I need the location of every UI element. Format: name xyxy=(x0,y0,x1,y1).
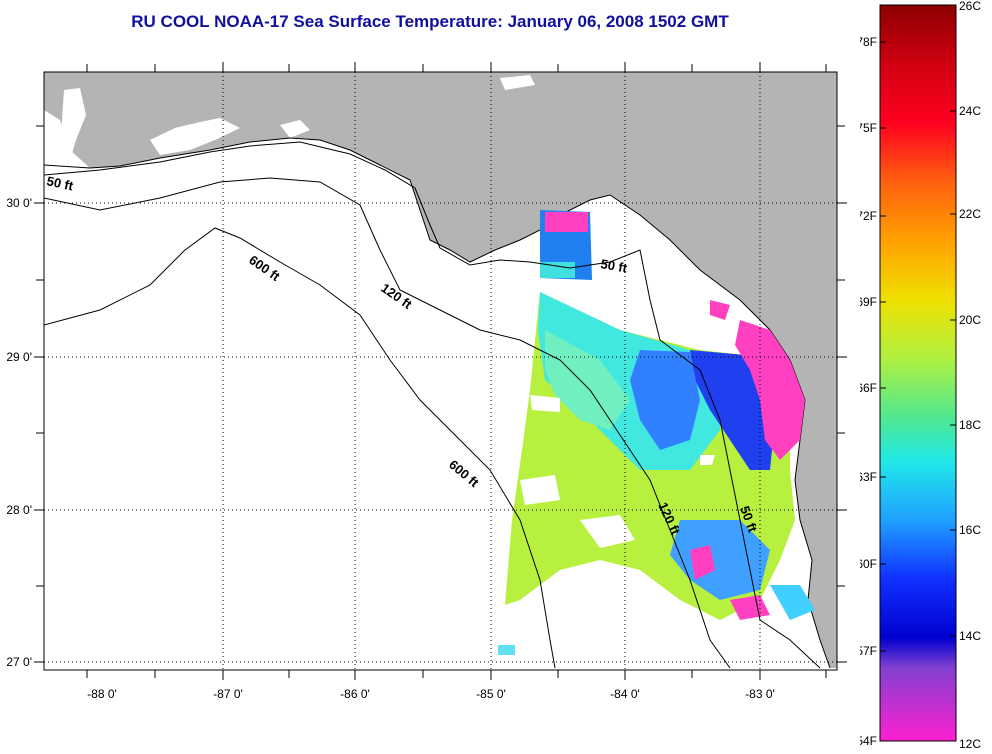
colorbar-f-label: 57F xyxy=(860,644,877,658)
colorbar-f-label: 54F xyxy=(860,734,877,748)
colorbar-f-label: 66F xyxy=(860,381,877,395)
lon-tick-label: -87 0' xyxy=(213,687,243,701)
sst-map: -88 0' -87 0' -86 0' -85 0' -84 0' -83 0… xyxy=(6,62,847,701)
bay-lake xyxy=(500,75,535,90)
colorbar-f-label: 69F xyxy=(860,295,877,309)
contour-600ft xyxy=(44,227,556,669)
bay-east xyxy=(280,120,310,138)
lat-tick-label: 28 0' xyxy=(6,503,32,517)
lat-tick-label: 29 0' xyxy=(6,350,32,364)
colorbar-c-label: 16C xyxy=(959,523,981,537)
colorbar-f-label: 63F xyxy=(860,470,877,484)
lat-tick-label: 27 0' xyxy=(6,655,32,669)
contour-120ft xyxy=(44,177,731,669)
lat-tick-label: 30 0' xyxy=(6,196,32,210)
colorbar-gradient xyxy=(879,4,957,742)
colorbar-c-label: 18C xyxy=(959,418,981,432)
grid xyxy=(44,72,837,670)
colorbar-c-label: 22C xyxy=(959,207,981,221)
colorbar-c-label: 12C xyxy=(959,737,981,751)
colorbar: 78F 75F 72F 69F 66F 63F 60F 57F 54F 26C … xyxy=(860,0,981,751)
colorbar-f-label: 75F xyxy=(860,121,877,135)
land-mass xyxy=(44,72,837,668)
sst-swath xyxy=(498,210,815,655)
contour-label-50ft: 50 ft xyxy=(45,173,75,193)
lon-tick-label: -83 0' xyxy=(745,687,775,701)
colorbar-c-label: 24C xyxy=(959,104,981,118)
lon-tick-label: -84 0' xyxy=(610,687,640,701)
colorbar-f-label: 72F xyxy=(860,209,877,223)
lon-tick-label: -88 0' xyxy=(87,687,117,701)
lon-tick-label: -85 0' xyxy=(476,687,506,701)
contour-label-50ft: 50 ft xyxy=(599,256,629,276)
colorbar-c-label: 26C xyxy=(959,0,981,13)
lon-tick-label: -86 0' xyxy=(340,687,370,701)
colorbar-f-label: 60F xyxy=(860,557,877,571)
map-frame xyxy=(43,71,838,671)
colorbar-f-label: 78F xyxy=(860,35,877,49)
tick-marks xyxy=(34,62,847,680)
colorbar-c-label: 20C xyxy=(959,313,981,327)
colorbar-c-label: 14C xyxy=(959,629,981,643)
bay-mid xyxy=(150,118,240,155)
map-title: RU COOL NOAA-17 Sea Surface Temperature:… xyxy=(131,12,729,31)
bay-west xyxy=(60,88,86,160)
contour-50ft xyxy=(44,141,821,669)
